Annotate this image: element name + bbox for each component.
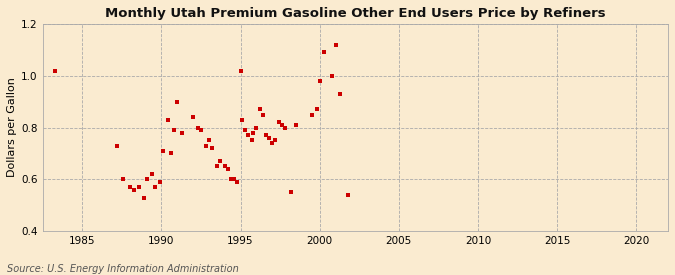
Point xyxy=(134,185,144,189)
Title: Monthly Utah Premium Gasoline Other End Users Price by Refiners: Monthly Utah Premium Gasoline Other End … xyxy=(105,7,605,20)
Point xyxy=(150,185,161,189)
Text: Source: U.S. Energy Information Administration: Source: U.S. Energy Information Administ… xyxy=(7,264,238,274)
Point xyxy=(200,144,211,148)
Point xyxy=(276,123,287,127)
Point xyxy=(240,128,250,132)
Point xyxy=(192,125,203,130)
Point xyxy=(229,177,240,182)
Point xyxy=(207,146,217,150)
Point xyxy=(279,125,290,130)
Point xyxy=(257,112,268,117)
Point xyxy=(270,138,281,143)
Point xyxy=(273,120,284,125)
Point xyxy=(343,193,354,197)
Point xyxy=(251,125,262,130)
Point xyxy=(124,185,135,189)
Point xyxy=(157,149,168,153)
Point xyxy=(237,118,248,122)
Point xyxy=(223,167,234,171)
Y-axis label: Dollars per Gallon: Dollars per Gallon xyxy=(7,78,17,177)
Point xyxy=(177,131,188,135)
Point xyxy=(315,79,325,83)
Point xyxy=(286,190,296,194)
Point xyxy=(254,107,265,112)
Point xyxy=(306,112,317,117)
Point xyxy=(219,164,230,169)
Point xyxy=(169,128,180,132)
Point xyxy=(264,136,275,140)
Point xyxy=(311,107,322,112)
Point xyxy=(118,177,129,182)
Point xyxy=(267,141,277,145)
Point xyxy=(215,159,225,163)
Point xyxy=(243,133,254,138)
Point xyxy=(225,177,236,182)
Point xyxy=(203,138,214,143)
Point xyxy=(188,115,198,119)
Point xyxy=(138,195,149,200)
Point xyxy=(146,172,157,176)
Point xyxy=(235,68,246,73)
Point xyxy=(327,73,338,78)
Point xyxy=(211,164,222,169)
Point xyxy=(261,133,271,138)
Point xyxy=(335,92,346,96)
Point xyxy=(330,42,341,47)
Point xyxy=(129,188,140,192)
Point xyxy=(232,180,243,184)
Point xyxy=(172,100,183,104)
Point xyxy=(246,138,257,143)
Point xyxy=(248,131,259,135)
Point xyxy=(162,118,173,122)
Point xyxy=(319,50,330,55)
Point xyxy=(196,128,207,132)
Point xyxy=(111,144,122,148)
Point xyxy=(142,177,153,182)
Point xyxy=(290,123,301,127)
Point xyxy=(155,180,165,184)
Point xyxy=(165,151,176,156)
Point xyxy=(50,68,61,73)
